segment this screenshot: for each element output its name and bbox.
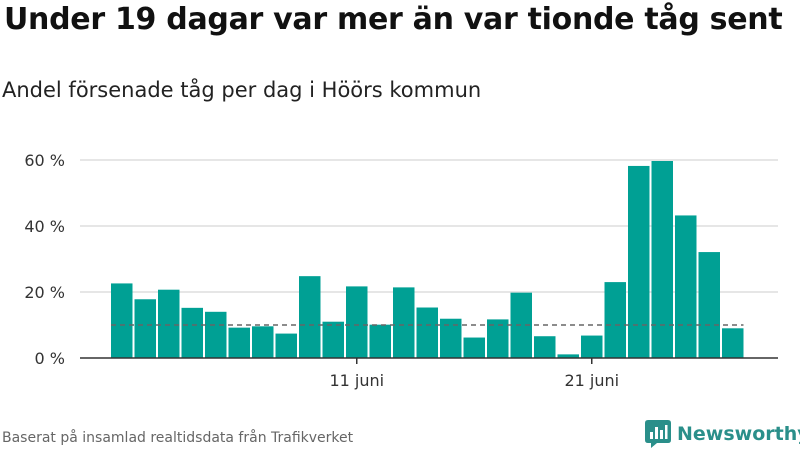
y-tick-label: 60 % [24,151,65,170]
bar [440,318,462,358]
x-tick-label: 11 juni [329,371,384,390]
chart-title: Under 19 dagar var mer än var tionde tåg… [4,2,783,37]
bar [252,326,274,358]
bar [416,307,438,358]
bar [534,336,556,358]
source-note: Baserat på insamlad realtidsdata från Tr… [2,430,354,446]
bar [487,319,509,358]
bar [346,286,368,358]
bar [628,165,650,358]
bar [111,283,133,358]
bar [581,335,603,358]
bar [698,252,720,358]
newsworthy-logo: Newsworthy [645,420,800,448]
bar [158,289,180,358]
bar [134,299,156,358]
bar [205,311,227,358]
bar [675,215,697,358]
bar [299,276,321,358]
bar [463,337,485,358]
bar [228,327,250,358]
bar [651,160,673,358]
x-tick-label: 21 juni [564,371,619,390]
bar-chart: 0 % 20 % 40 % 60 % 11 juni 21 juni [24,151,778,390]
newsworthy-logo-icon [645,420,671,448]
bar [604,282,626,358]
bar [393,287,415,358]
bar [275,333,297,358]
bar [369,324,391,358]
bar [557,354,579,358]
bar [181,307,203,358]
y-tick-label: 40 % [24,217,65,236]
chart-subtitle: Andel försenade tåg per dag i Höörs komm… [2,78,482,102]
y-tick-label: 0 % [35,349,65,368]
y-tick-label: 20 % [24,283,65,302]
bar [722,328,744,358]
bar [322,321,344,358]
bar [510,292,532,358]
brand-name: Newsworthy [677,423,800,445]
